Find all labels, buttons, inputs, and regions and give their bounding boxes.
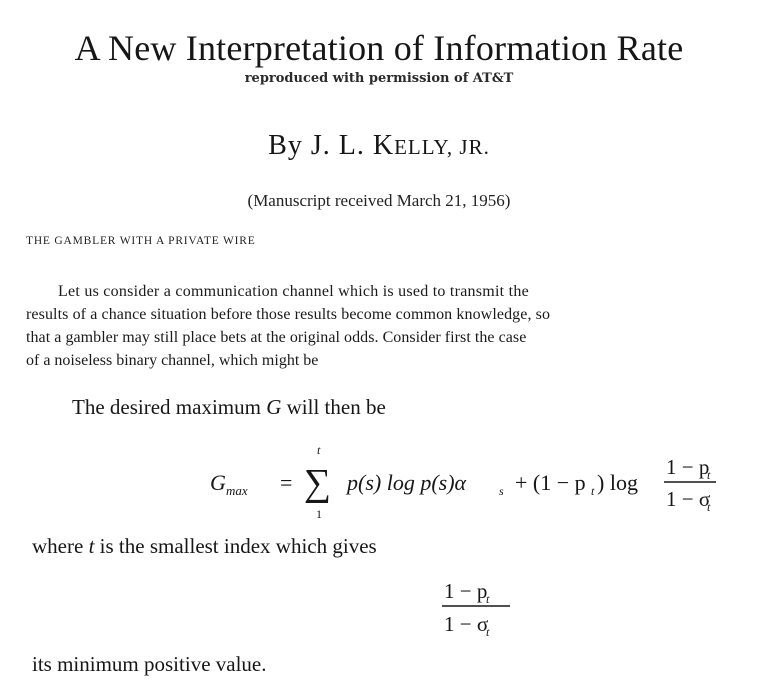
desired-maximum-text: The desired maximum G will then be <box>72 393 386 421</box>
fraction-denominator: 1 − σ <box>444 612 488 636</box>
formula-term2-close: ) log <box>597 470 638 495</box>
formula-lhs-subscript: max <box>226 483 248 498</box>
formula-frac-numerator: 1 − p <box>666 455 709 479</box>
sum-lower-limit: 1 <box>316 507 322 521</box>
gmax-formula: G max = t ∑ 1 p(s) log p(s)α s + (1 − p … <box>210 443 716 521</box>
formula-frac-denominator: 1 − σ <box>666 487 710 511</box>
fraction-numerator: 1 − p <box>444 579 487 603</box>
formula-equals: = <box>280 470 292 495</box>
paragraph-line: that a gambler may still place bets at t… <box>26 329 527 346</box>
where-text: where t is the smallest index which give… <box>32 532 377 560</box>
math-variable: t <box>88 534 95 558</box>
paper-subtitle: reproduced with permission of AT&T <box>244 71 514 86</box>
author-surname-initial: K <box>372 130 395 161</box>
fraction-den-subscript: t <box>486 625 490 639</box>
body-paragraph: Let us consider a communication channel … <box>26 280 744 372</box>
formula-lhs-symbol: G <box>210 470 226 495</box>
paper-title: A New Interpretation of Information Rate <box>74 28 684 68</box>
paragraph-line: results of a chance situation before tho… <box>26 306 551 323</box>
sum-upper-limit: t <box>317 443 321 457</box>
formula-term2-subscript: t <box>591 484 595 498</box>
manuscript-received: (Manuscript received March 21, 1956) <box>247 191 511 210</box>
min-fraction: 1 − p t 1 − σ t <box>442 579 510 639</box>
formula-term1-subscript: s <box>499 484 504 498</box>
formula-term2: + (1 − p <box>515 470 586 495</box>
paragraph-line: of a noiseless binary channel, which mig… <box>26 352 319 369</box>
section-heading: THE GAMBLER WITH A PRIVATE WIRE <box>26 235 256 247</box>
paragraph-line: Let us consider a communication channel … <box>58 283 529 300</box>
text-fragment: is the smallest index which gives <box>94 534 377 558</box>
text-fragment: will then be <box>281 395 386 419</box>
formula-term1: p(s) log p(s)α <box>345 470 467 495</box>
sum-symbol: ∑ <box>304 462 331 504</box>
fraction-num-subscript: t <box>486 592 490 606</box>
formula-frac-num-subscript: t <box>707 468 711 482</box>
math-variable: G <box>266 395 282 419</box>
closing-text: its minimum positive value. <box>32 652 267 676</box>
text-fragment: where <box>32 534 89 558</box>
author-line: By J. L. KELLY, JR. <box>0 128 758 165</box>
author-suffix: , JR. <box>446 135 490 159</box>
author-surname-rest: ELLY <box>394 135 447 159</box>
author-prefix: By J. L. <box>268 130 373 161</box>
formula-frac-den-subscript: t <box>707 500 711 514</box>
text-fragment: The desired maximum <box>72 395 267 419</box>
